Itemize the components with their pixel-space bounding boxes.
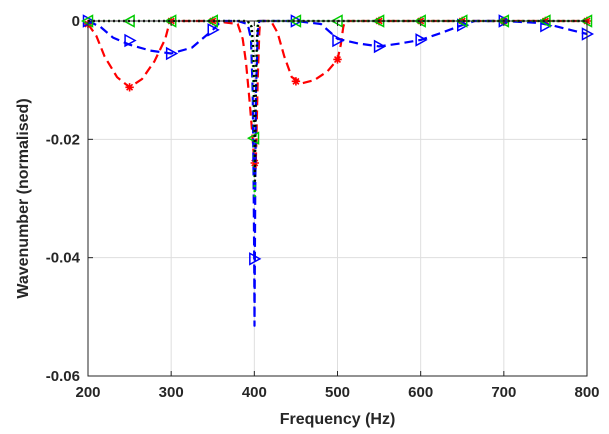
- data-point-triangle-right: [124, 33, 137, 48]
- y-tick-label: -0.06: [46, 368, 80, 385]
- x-tick-label: 200: [75, 384, 100, 401]
- x-tick-label: 400: [242, 384, 267, 401]
- data-point-triangle-right: [332, 33, 345, 48]
- axis-ticks: 200 300 400 500 600 700 800 0 -0.02 -0.04 -0.06: [46, 13, 600, 401]
- x-tick-label: 300: [159, 384, 184, 401]
- data-point-triangle-right: [415, 33, 428, 47]
- data-point-triangle-right: [457, 18, 470, 32]
- data-point-triangle-right: [373, 39, 387, 54]
- data-point-triangle-right: [165, 46, 179, 61]
- data-point-triangle-right: [207, 23, 220, 37]
- x-tick-label: 600: [408, 384, 433, 401]
- x-axis-label: Frequency (Hz): [280, 411, 396, 428]
- y-tick-label: -0.04: [46, 250, 81, 267]
- x-tick-label: 500: [325, 384, 350, 401]
- series-4-line: [88, 19, 587, 182]
- series-1-line: [87, 19, 587, 170]
- x-tick-label: 800: [574, 384, 599, 401]
- data-point-asterisk: [333, 55, 342, 64]
- series-4: [88, 19, 587, 182]
- data-point-triangle-right: [540, 18, 553, 33]
- data-point-triangle-right: [249, 252, 262, 266]
- y-tick-label: 0: [72, 13, 80, 30]
- y-axis-label: Wavenumber (normalised): [15, 98, 32, 298]
- y-tick-label: -0.02: [46, 131, 80, 148]
- data-point-asterisk: [125, 83, 134, 92]
- data-point-asterisk: [250, 158, 259, 168]
- x-tick-label: 700: [491, 384, 516, 401]
- data-point-asterisk: [291, 77, 301, 86]
